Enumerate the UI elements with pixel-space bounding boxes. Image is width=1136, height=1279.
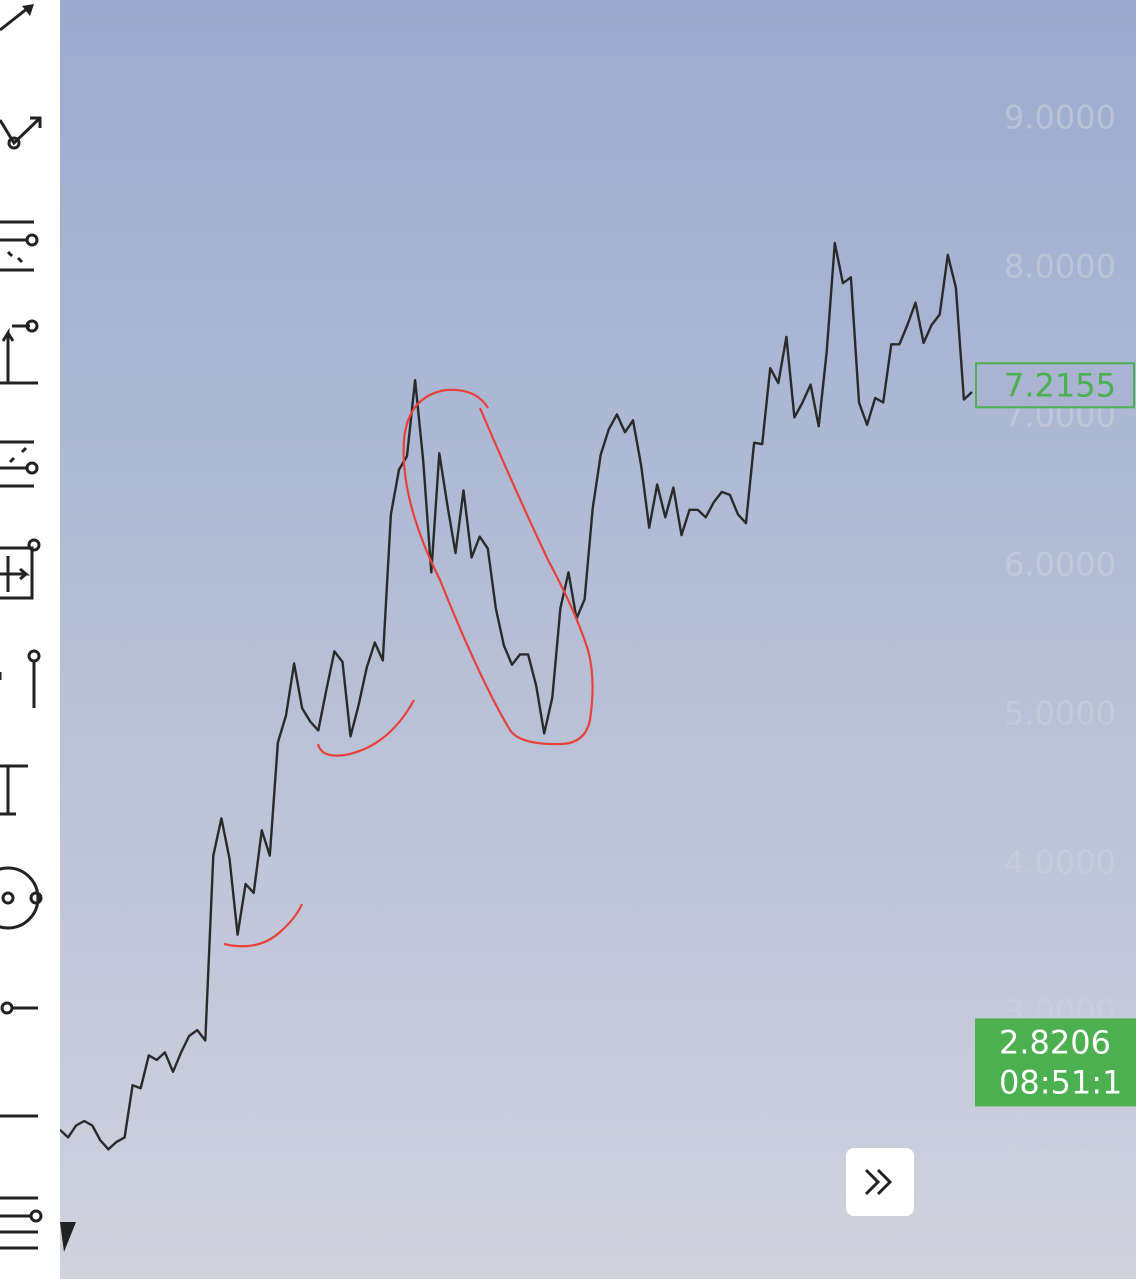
tool-icon[interactable] [0,546,34,600]
y-tick-label: 8.0000 [1004,247,1116,285]
tool-icon[interactable] [0,866,40,930]
tool-icon[interactable] [22,4,34,16]
chart-background [60,0,1136,1279]
tool-icon[interactable] [0,660,36,708]
tool-icon[interactable] [27,538,41,552]
tool-icon[interactable] [7,136,21,150]
drawn-curve [316,699,415,757]
drawn-curve [223,903,304,948]
tool-icon[interactable] [25,233,39,247]
last-price-box [975,362,1135,409]
tool-icon[interactable] [29,1209,43,1223]
drawn-loop [402,388,594,746]
scroll-icon [864,1168,893,1196]
tool-icon[interactable] [27,649,41,663]
toolbar [0,0,76,1279]
tool-icon[interactable] [0,764,28,816]
y-tick-label: 9.0000 [1004,98,1116,136]
countdown-label: 08:51:1 [999,1063,1122,1101]
tool-icon[interactable] [0,1001,14,1015]
tool-icon[interactable] [1,891,15,905]
price-line [59,241,973,1151]
toolbar-background [0,0,60,1279]
tool-icon[interactable] [0,324,38,385]
tool-icon[interactable] [25,319,39,333]
current-price-box [975,1018,1136,1107]
tool-icon[interactable] [25,461,39,475]
tool-icon[interactable] [0,116,42,146]
annotations [223,388,594,948]
last-price-label: 7.2155 [1004,366,1116,404]
y-tick-label: 5.0000 [1004,695,1116,733]
current-price-label: 2.8206 [999,1023,1111,1061]
y-tick-label: 6.0000 [1004,545,1116,583]
tool-corner [60,1222,76,1252]
tool-icon[interactable] [0,220,34,272]
tool-icon[interactable] [0,6,29,32]
tool-icon[interactable] [0,440,34,488]
tool-icon[interactable] [29,891,43,905]
y-tick-label: 4.0000 [1004,844,1116,882]
tool-icon[interactable] [0,1196,38,1250]
y-tick-label: 2.0000 [1004,1142,1116,1180]
